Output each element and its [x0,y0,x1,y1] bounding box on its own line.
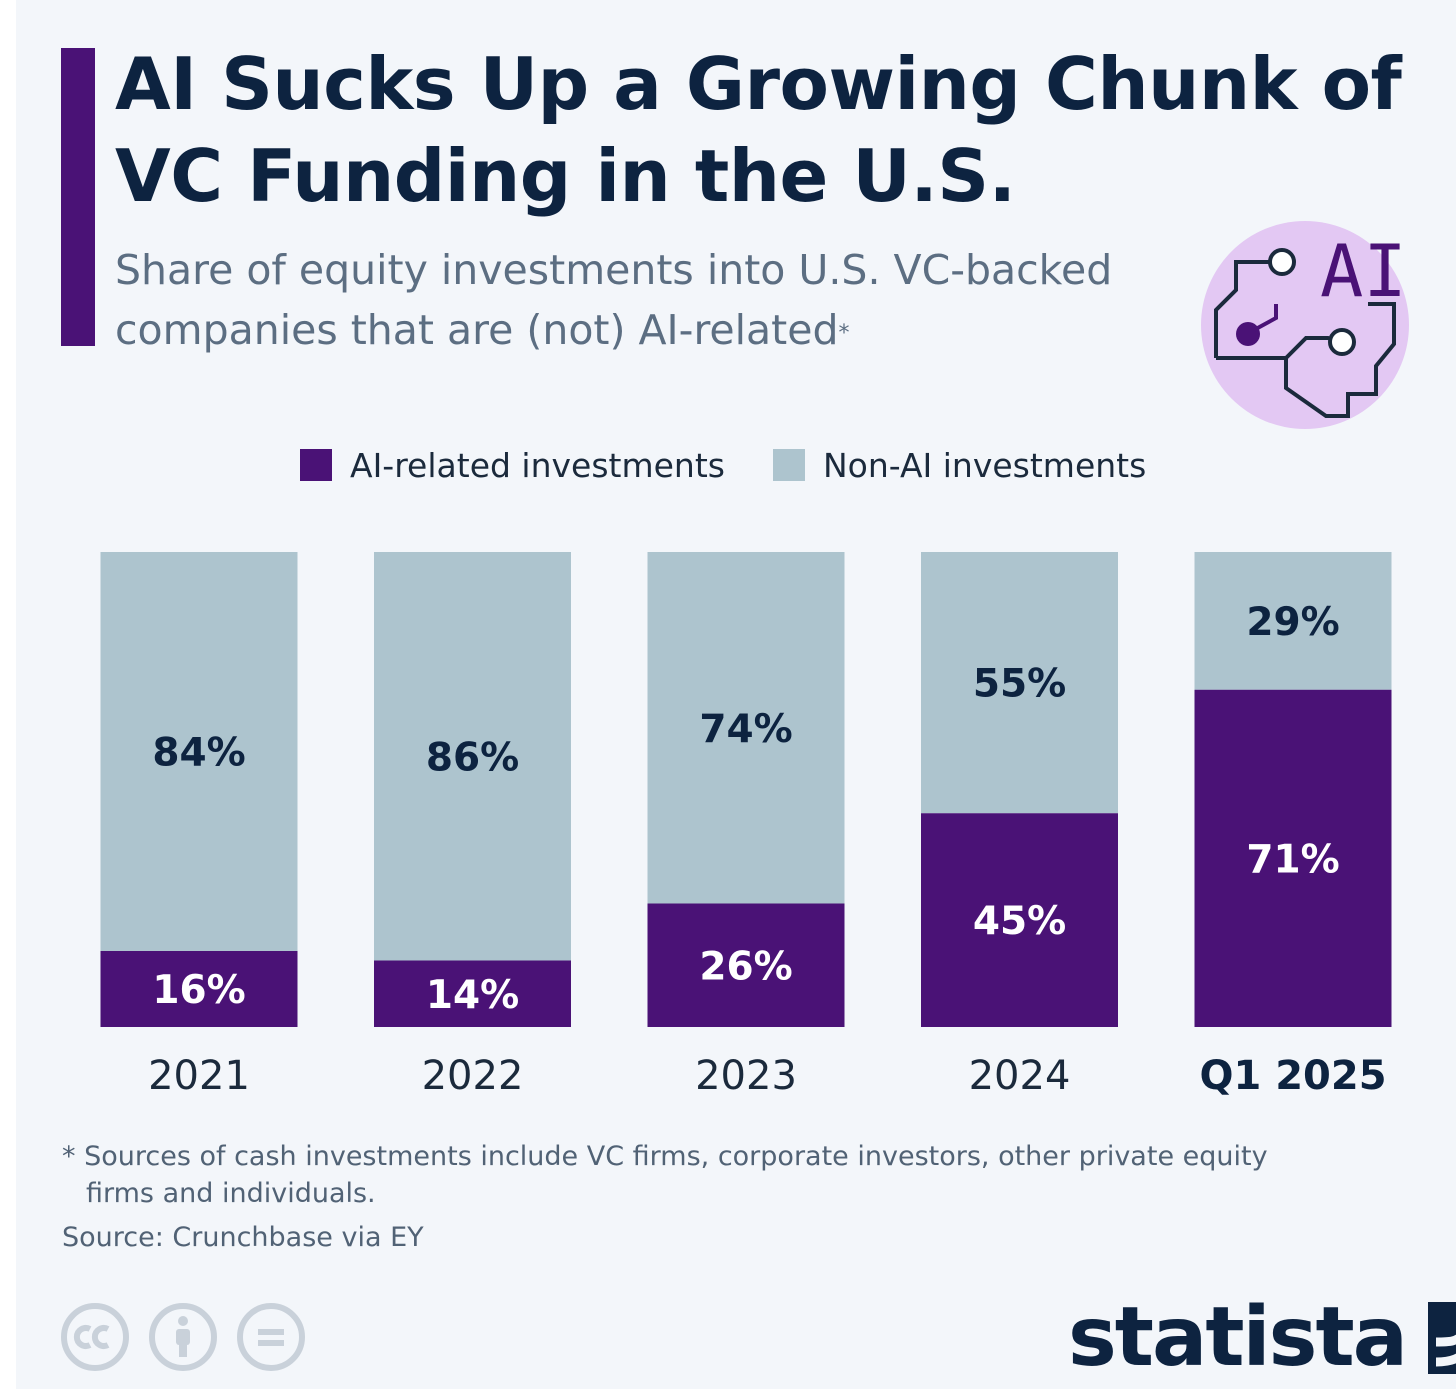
label-non-ai-q1-2025: 29% [1246,600,1339,645]
stacked-bar-chart: 84% 16% 2021 86% 14% 2022 74% 26% 2023 55% 45% 2024… [100,552,1392,1099]
bar-non-ai-2024 [921,552,1118,814]
x-tick-2022: 2022 [422,1053,524,1099]
bar-non-ai-q1-2025 [1194,552,1392,690]
bar-non-ai-2023 [647,552,845,904]
label-non-ai-2024: 55% [973,662,1066,707]
subtitle-text: Share of equity investments into U.S. VC… [115,246,1113,354]
legend: AI-related investments Non-AI investment… [300,440,1194,490]
footnote-line-2: firms and individuals. [86,1178,376,1209]
statista-mark-icon [1428,1301,1456,1374]
ai-badge-label: AI [1320,229,1407,313]
label-ai-2022: 14% [426,973,519,1018]
legend-swatch-non-ai [772,449,805,481]
left-edge [0,0,16,1389]
x-tick-2024: 2024 [969,1053,1071,1099]
subtitle-footnote-mark: * [838,321,850,346]
footnote-line-1: * Sources of cash investments include VC… [62,1141,1268,1172]
brand-name: statista [1068,1290,1408,1385]
label-non-ai-2022: 86% [426,735,519,780]
x-tick-q1-2025: Q1 2025 [1199,1053,1386,1099]
cc-icon[interactable] [60,1302,130,1372]
bar-ai-2021 [100,951,298,1027]
legend-label-ai: AI-related investments [350,445,725,485]
attribution-icon[interactable] [148,1302,218,1372]
label-ai-2024: 45% [973,899,1066,944]
label-non-ai-2021: 84% [152,731,245,776]
statista-logo[interactable]: statista [1068,1290,1456,1385]
bar-non-ai-2022 [374,552,571,961]
legend-item-non-ai: Non-AI investments [772,445,1147,485]
bar-ai-q1-2025 [1194,689,1392,1027]
label-ai-q1-2025: 71% [1246,837,1339,882]
label-non-ai-2023: 74% [699,707,792,752]
source-note: Source: Crunchbase via EY [62,1222,424,1253]
label-ai-2023: 26% [699,944,792,989]
legend-label-non-ai: Non-AI investments [822,445,1147,485]
x-tick-2021: 2021 [148,1053,250,1099]
bar-ai-2023 [647,903,845,1027]
no-derivatives-icon[interactable] [236,1302,306,1372]
legend-item-ai: AI-related investments [300,446,725,485]
bar-ai-2022 [374,960,571,1027]
footnote: * Sources of cash investments include VC… [62,1138,1362,1212]
chart-title: AI Sucks Up a Growing Chunk of VC Fundin… [115,42,1402,218]
label-ai-2021: 16% [152,968,245,1013]
x-tick-2023: 2023 [695,1053,797,1099]
chart-subtitle: Share of equity investments into U.S. VC… [115,240,1185,360]
bar-ai-2024 [921,813,1118,1027]
bar-non-ai-2021 [100,552,298,951]
accent-bar [61,48,95,346]
license-icons [60,1302,324,1372]
ai-circuit-icon: AI [1198,218,1412,432]
legend-swatch-ai [300,449,332,481]
